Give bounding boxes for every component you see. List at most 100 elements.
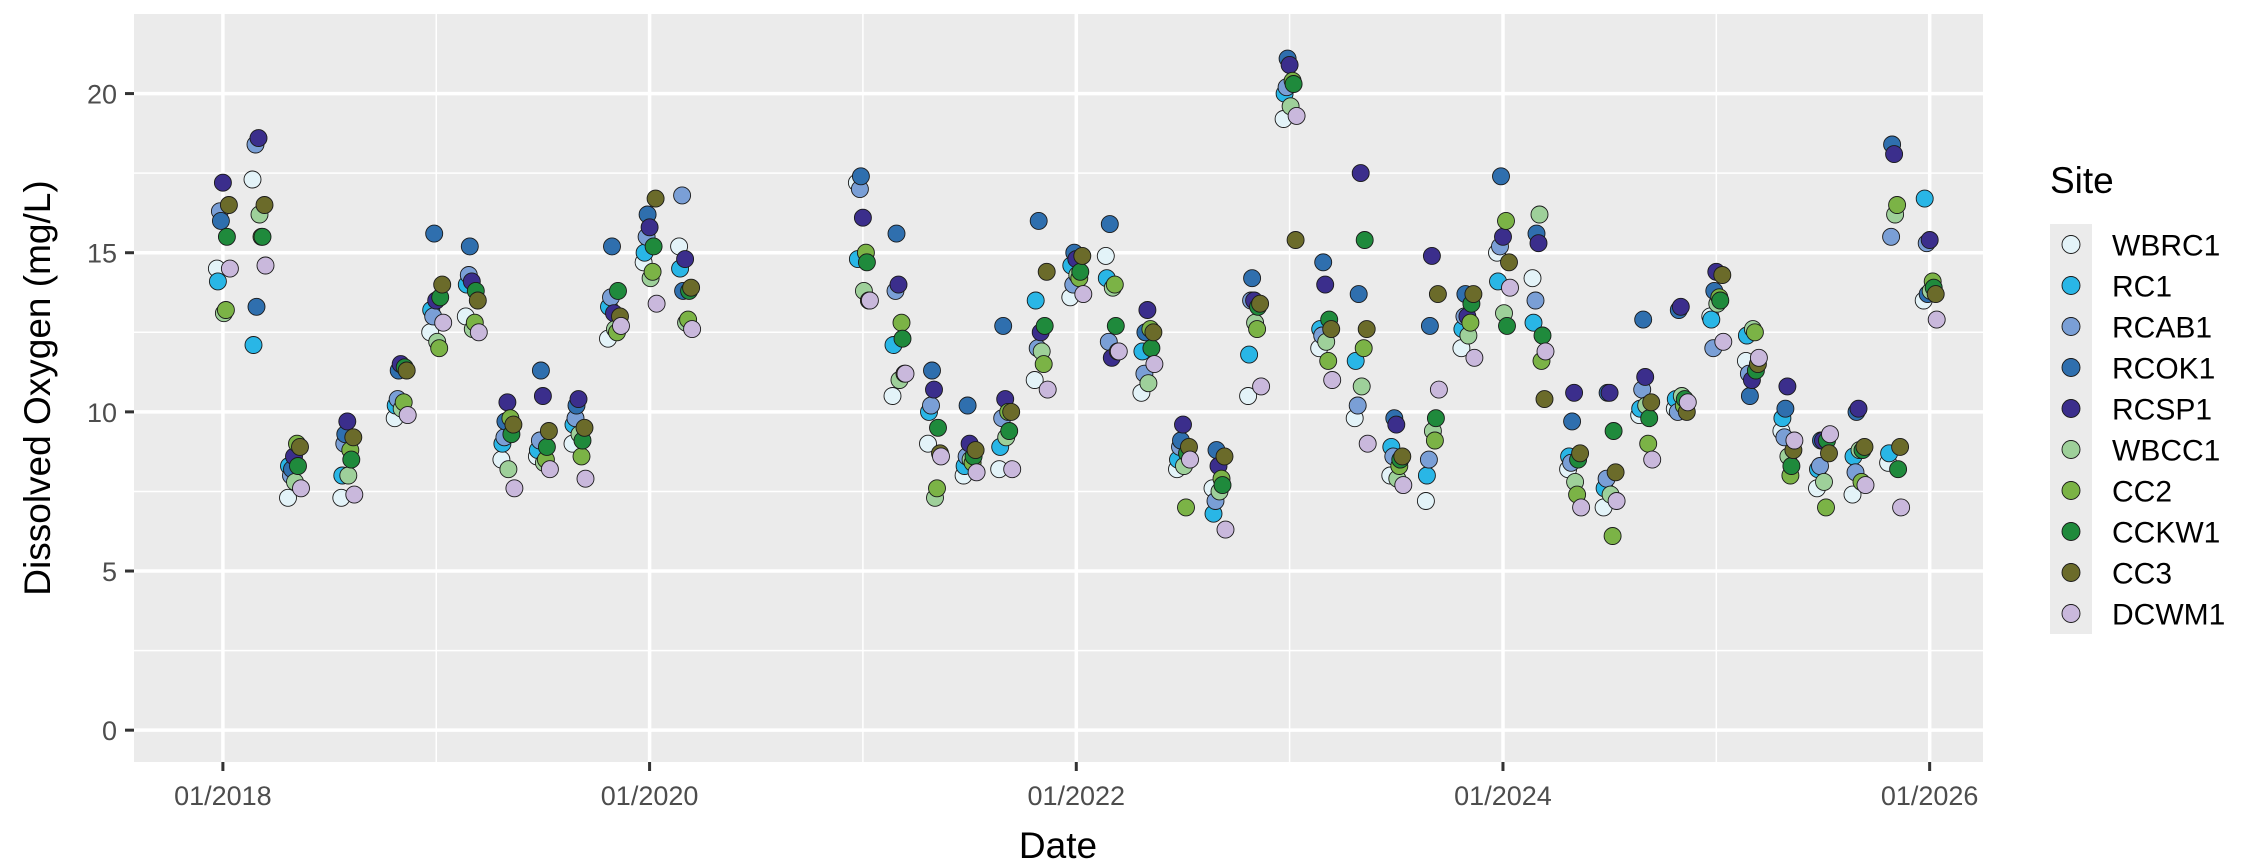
data-point-cc3: [1891, 437, 1910, 456]
data-point-cckw1: [1355, 231, 1374, 249]
data-point-dcwm1: [1607, 492, 1626, 510]
data-point-dcwm1: [1145, 355, 1164, 374]
data-point-cc3: [1286, 231, 1305, 249]
data-point-cckw1: [1000, 422, 1019, 440]
data-point-rc1: [208, 272, 227, 291]
data-point-dcwm1: [967, 463, 986, 482]
data-point-cc3: [1642, 393, 1661, 412]
data-point-rcsp1: [1849, 399, 1868, 418]
data-point-cckw1: [893, 329, 912, 348]
x-tick-label: 01/2022: [1027, 781, 1125, 811]
data-point-cc3: [1926, 285, 1945, 304]
data-point-rcsp1: [1138, 301, 1157, 319]
y-axis-title: Dissolved Oxygen (mg/L): [17, 180, 58, 595]
data-point-cc2: [1745, 323, 1764, 342]
data-point-dcwm1: [256, 256, 275, 275]
data-point-cc3: [539, 422, 558, 440]
data-point-cc3: [646, 189, 665, 208]
data-point-cc3: [966, 441, 985, 460]
legend-key-cckw1: [2061, 522, 2081, 541]
data-point-cc3: [1393, 447, 1412, 466]
legend-key-dcwm1: [2061, 604, 2081, 623]
data-point-rcok1: [1634, 310, 1653, 329]
data-point-rcok1: [1563, 412, 1582, 431]
data-point-rcsp1: [533, 387, 552, 405]
data-point-dcwm1: [1109, 342, 1128, 361]
data-point-dcwm1: [1714, 332, 1733, 351]
data-point-dcwm1: [896, 364, 915, 383]
data-point-cckw1: [1035, 316, 1054, 335]
data-point-cc3: [1571, 444, 1590, 463]
data-point-cc3: [504, 415, 523, 434]
legend-label-cc3: CC3: [2112, 558, 2172, 591]
data-point-rcab1: [1882, 227, 1901, 246]
y-tick-label: 0: [102, 716, 117, 746]
data-point-rcsp1: [1280, 55, 1299, 74]
data-point-cckw1: [1498, 316, 1516, 335]
data-point-cc3: [1464, 285, 1483, 304]
legend-title: Site: [2050, 160, 2114, 201]
data-point-rcsp1: [1636, 367, 1655, 386]
data-point-dcwm1: [1927, 310, 1946, 329]
data-point-dcwm1: [1216, 520, 1235, 539]
data-point-rc1: [1417, 466, 1436, 485]
data-point-wbcc1: [1815, 472, 1833, 491]
data-point-rcsp1: [249, 129, 268, 148]
data-point-dcwm1: [576, 469, 595, 488]
data-point-dcwm1: [1252, 377, 1271, 396]
data-point-rcab1: [922, 396, 940, 415]
data-point-wbcc1: [499, 460, 518, 479]
data-point-dcwm1: [345, 485, 364, 504]
legend-key-rc1: [2061, 276, 2081, 295]
data-point-wbrc1: [1843, 485, 1862, 504]
data-point-wbcc1: [1530, 205, 1549, 224]
x-tick-label: 01/2020: [601, 781, 699, 811]
data-point-cckw1: [609, 281, 627, 300]
data-point-dcwm1: [1643, 450, 1662, 469]
data-point-rcsp1: [1174, 415, 1192, 434]
legend-label-rcok1: RCOK1: [2112, 353, 2215, 386]
data-point-dcwm1: [1181, 450, 1199, 469]
data-point-rcok1: [1740, 387, 1759, 405]
data-point-cc2: [430, 339, 449, 358]
data-point-cc3: [1322, 320, 1341, 339]
data-point-dcwm1: [220, 259, 239, 278]
data-point-cc3: [219, 196, 238, 214]
data-point-rcok1: [1314, 253, 1333, 272]
data-point-dcwm1: [469, 323, 488, 342]
data-point-rcsp1: [1351, 164, 1370, 183]
data-point-dcwm1: [1074, 285, 1093, 304]
data-point-cc2: [1319, 351, 1338, 370]
data-point-dcwm1: [292, 479, 310, 498]
data-point-cc3: [1037, 262, 1056, 281]
data-point-cckw1: [1071, 262, 1090, 281]
data-point-rcsp1: [640, 218, 659, 237]
data-point-rc1: [1346, 351, 1365, 370]
data-point-rcab1: [1348, 396, 1367, 415]
data-point-rcsp1: [1529, 234, 1548, 253]
data-point-rcok1: [425, 224, 444, 243]
data-point-dcwm1: [540, 460, 559, 479]
data-point-cc2: [1248, 320, 1267, 339]
data-point-cckw1: [1889, 460, 1908, 479]
data-point-rcsp1: [1422, 246, 1441, 265]
minor-gridlines: [134, 14, 1983, 762]
data-point-cc2: [1888, 196, 1907, 214]
data-point-rcsp1: [1600, 383, 1619, 402]
data-point-cc3: [1500, 253, 1518, 272]
data-point-cckw1: [1604, 422, 1623, 440]
data-point-cckw1: [857, 253, 876, 272]
data-point-rcab1: [673, 186, 692, 205]
data-point-dcwm1: [1394, 476, 1413, 495]
legend-label-rcab1: RCAB1: [2112, 312, 2212, 345]
data-point-cckw1: [1640, 409, 1659, 428]
data-point-cckw1: [1426, 409, 1445, 428]
data-point-cc2: [1603, 527, 1622, 545]
data-point-cc3: [1144, 323, 1163, 342]
data-point-rcok1: [958, 396, 977, 415]
data-point-rcsp1: [853, 208, 872, 227]
data-point-rc1: [1915, 189, 1934, 208]
data-point-rc1: [1240, 345, 1259, 364]
data-point-cc2: [216, 301, 235, 319]
